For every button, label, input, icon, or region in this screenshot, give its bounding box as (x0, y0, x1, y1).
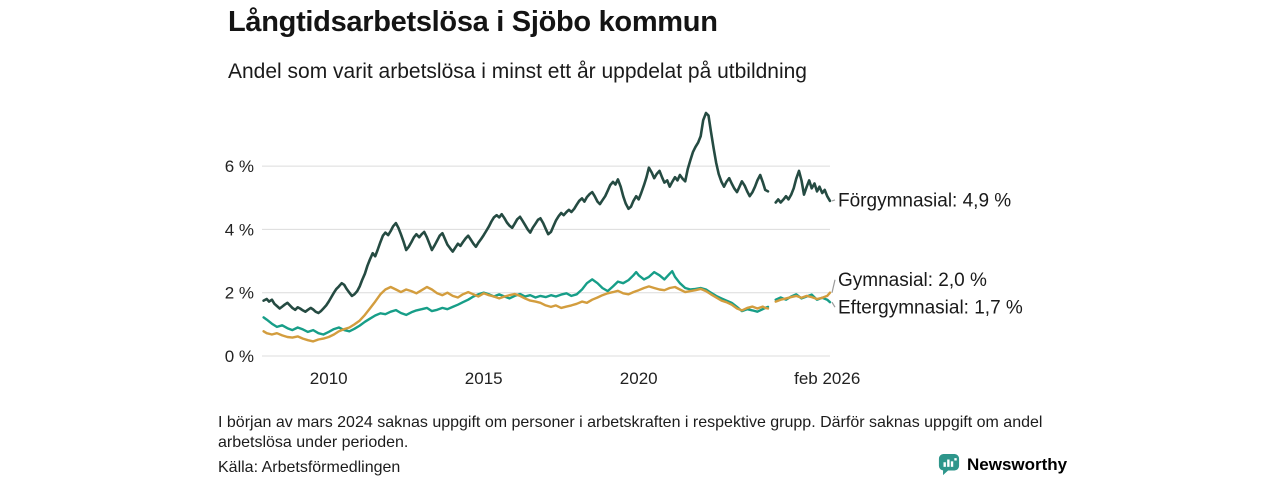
label-connector-förgymnasial (831, 199, 836, 202)
source-line: Källa: Arbetsförmedlingen (218, 459, 401, 476)
chart-svg: 6 % 4 % 2 % 0 % 2010 2015 2020 feb 2026 … (225, 111, 1023, 388)
page-subtitle: Andel som varit arbetslösa i minst ett å… (228, 60, 807, 83)
series-line-gymnasial (262, 285, 832, 343)
y-tick-label-4: 4 % (225, 220, 254, 239)
branding: Newsworthy (938, 453, 1067, 477)
newsworthy-logo-icon (938, 453, 960, 477)
series-line-eftergymnasial (262, 270, 832, 336)
label-connectors (831, 199, 836, 308)
series-label-eftergymnasial: Eftergymnasial: 1,7 % (838, 298, 1023, 319)
series-line-förgymnasial (262, 111, 832, 315)
page-title: Långtidsarbetslösa i Sjöbo kommun (228, 6, 718, 38)
x-tick-label-2015: 2015 (465, 369, 503, 388)
footnote: I början av mars 2024 saknas uppgift om … (218, 414, 1043, 451)
x-tick-label-feb-2026: feb 2026 (794, 369, 860, 388)
series-label-gymnasial: Gymnasial: 2,0 % (838, 270, 987, 291)
chart: 6 % 4 % 2 % 0 % 2010 2015 2020 feb 2026 … (218, 96, 1048, 396)
series-lines (262, 111, 832, 343)
newsworthy-logo-text: Newsworthy (967, 455, 1068, 474)
y-tick-label-2: 2 % (225, 284, 254, 303)
label-connector-eftergymnasial (831, 301, 836, 308)
y-tick-label-6: 6 % (225, 157, 254, 176)
x-tick-label-2010: 2010 (310, 369, 348, 388)
x-tick-label-2020: 2020 (620, 369, 658, 388)
y-tick-label-0: 0 % (225, 347, 254, 366)
series-label-forgymnasial: Förgymnasial: 4,9 % (838, 190, 1011, 211)
label-connector-gymnasial (831, 279, 836, 293)
